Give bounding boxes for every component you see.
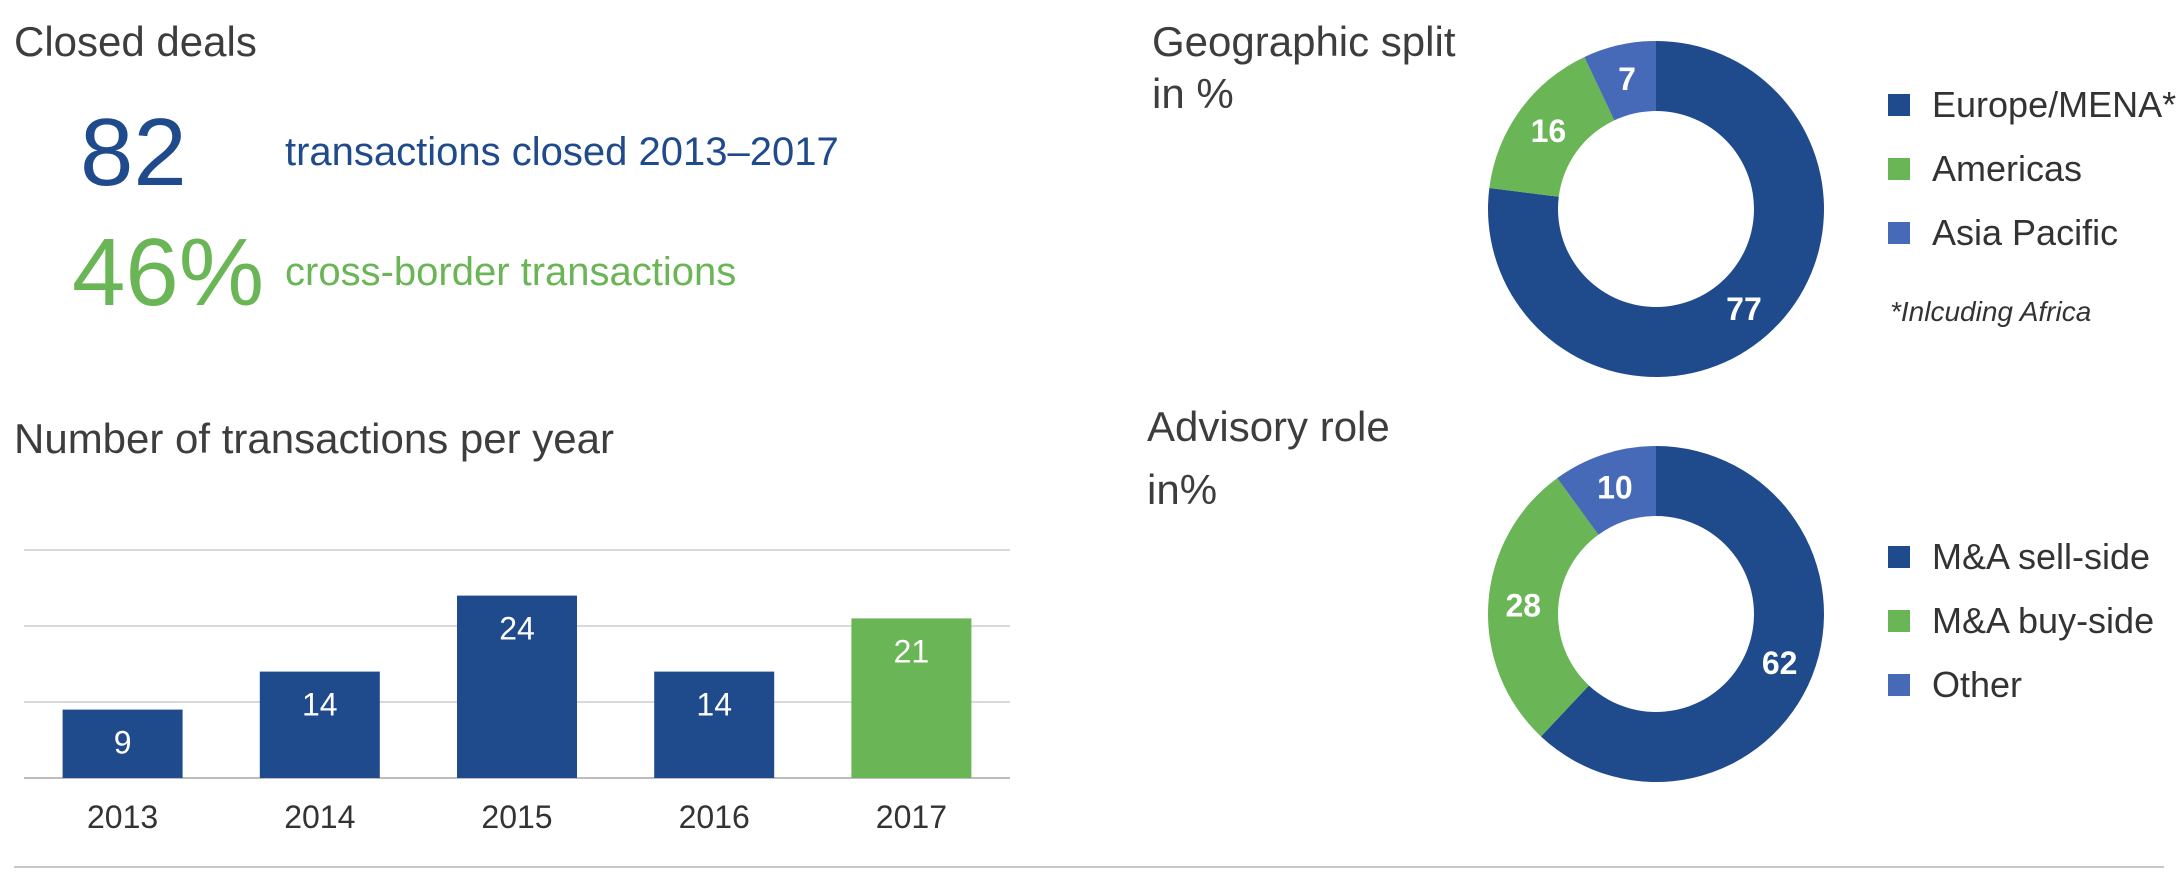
legend-item: Americas bbox=[1888, 148, 2082, 190]
donut-value-label: 62 bbox=[1762, 645, 1798, 681]
bar-value-label: 21 bbox=[894, 633, 930, 669]
legend-item: Europe/MENA* bbox=[1888, 84, 2176, 126]
bar bbox=[457, 595, 577, 778]
legend-label: Asia Pacific bbox=[1932, 212, 2119, 253]
donut-value-label: 28 bbox=[1505, 588, 1541, 624]
advisory-donut-chart: 62 28 10 bbox=[1488, 446, 1824, 782]
donut-value-label: 77 bbox=[1726, 291, 1762, 327]
donut-slice bbox=[1540, 446, 1824, 782]
legend-label: M&A sell-side bbox=[1932, 536, 2151, 577]
bar-value-label: 24 bbox=[499, 611, 535, 647]
bar-chart: 9 2013 14 2014 24 2015 14 2016 21 2017 bbox=[24, 549, 1010, 835]
kpi-transactions-value: 82 bbox=[80, 99, 187, 206]
legend-label: Americas bbox=[1932, 148, 2083, 189]
geo-footnote: *Inlcuding Africa bbox=[1890, 296, 2092, 327]
donut-slice bbox=[1488, 41, 1824, 377]
x-tick-label: 2015 bbox=[481, 799, 552, 835]
legend-label: M&A buy-side bbox=[1932, 600, 2155, 641]
legend-label: Europe/MENA* bbox=[1932, 84, 2176, 125]
bar bbox=[654, 671, 775, 778]
geo-chart-title: Geographic split bbox=[1152, 18, 1456, 65]
donut-value-label: 16 bbox=[1531, 113, 1567, 149]
legend-item: M&A buy-side bbox=[1888, 600, 2154, 642]
kpi-cross-border-value: 46% bbox=[72, 219, 265, 326]
donut-value-label: 10 bbox=[1597, 470, 1633, 506]
legend-swatch bbox=[1888, 674, 1910, 696]
geo-chart-subtitle: in % bbox=[1152, 70, 1234, 117]
donut-slice bbox=[1584, 41, 1656, 121]
bar bbox=[62, 709, 183, 778]
donut-slice bbox=[1488, 478, 1599, 737]
advisory-chart-subtitle: in% bbox=[1147, 466, 1218, 513]
legend-swatch bbox=[1888, 610, 1910, 632]
kpi-cross-border-label: cross-border transactions bbox=[285, 250, 737, 294]
legend-swatch bbox=[1888, 158, 1910, 180]
bar-value-label: 9 bbox=[114, 725, 132, 761]
legend-item: Asia Pacific bbox=[1888, 212, 2118, 254]
kpi-transactions-label: transactions closed 2013–2017 bbox=[285, 130, 839, 174]
bottom-divider bbox=[14, 866, 2164, 868]
legend-label: Other bbox=[1932, 664, 2023, 705]
bar bbox=[851, 618, 972, 778]
donut-slice bbox=[1557, 446, 1656, 535]
bar bbox=[259, 671, 380, 778]
x-tick-label: 2014 bbox=[284, 799, 355, 835]
advisory-chart-title: Advisory role bbox=[1147, 403, 1390, 450]
x-tick-label: 2017 bbox=[876, 799, 947, 835]
legend-item: Other bbox=[1888, 664, 2022, 706]
x-tick-label: 2016 bbox=[679, 799, 750, 835]
donut-slice bbox=[1489, 56, 1615, 197]
geo-donut-chart: 77 16 7 bbox=[1488, 41, 1824, 377]
closed-deals-heading: Closed deals bbox=[14, 18, 257, 65]
legend-swatch bbox=[1888, 222, 1910, 244]
bar-value-label: 14 bbox=[302, 687, 338, 723]
legend-item: M&A sell-side bbox=[1888, 536, 2150, 578]
bar-chart-title: Number of transactions per year bbox=[14, 415, 614, 462]
x-tick-label: 2013 bbox=[87, 799, 158, 835]
legend-swatch bbox=[1888, 546, 1910, 568]
donut-value-label: 7 bbox=[1618, 61, 1636, 97]
bar-value-label: 14 bbox=[696, 687, 732, 723]
legend-swatch bbox=[1888, 94, 1910, 116]
